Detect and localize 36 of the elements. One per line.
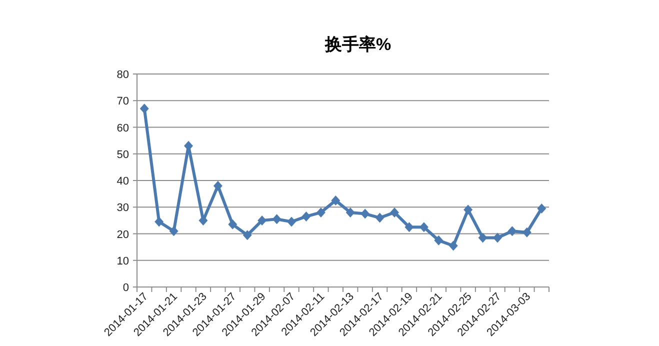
chart-title: 换手率% bbox=[324, 35, 392, 54]
y-tick-label: 70 bbox=[116, 96, 129, 108]
point bbox=[213, 180, 222, 191]
point bbox=[154, 216, 164, 227]
point bbox=[169, 226, 178, 236]
y-tick-label: 30 bbox=[116, 202, 129, 214]
point bbox=[302, 211, 311, 222]
y-tick-label: 10 bbox=[116, 255, 129, 268]
point bbox=[140, 104, 149, 114]
point bbox=[316, 207, 326, 218]
y-tick-label: 40 bbox=[116, 176, 129, 188]
point bbox=[522, 227, 532, 238]
point bbox=[537, 203, 546, 214]
point bbox=[228, 219, 238, 230]
point bbox=[448, 240, 458, 251]
point bbox=[390, 207, 399, 218]
point bbox=[346, 207, 355, 218]
point bbox=[331, 195, 340, 206]
y-tick-label: 0 bbox=[122, 282, 129, 294]
y-tick-label: 80 bbox=[116, 69, 129, 81]
point bbox=[404, 222, 414, 232]
point bbox=[360, 208, 370, 219]
point bbox=[434, 235, 444, 246]
point bbox=[478, 232, 488, 243]
y-tick-label: 20 bbox=[116, 228, 129, 241]
point bbox=[493, 232, 502, 243]
y-tick-label: 50 bbox=[116, 148, 129, 161]
point bbox=[464, 204, 473, 215]
point bbox=[375, 212, 384, 223]
point bbox=[242, 230, 252, 240]
point bbox=[287, 216, 296, 227]
point bbox=[419, 222, 428, 232]
point bbox=[272, 214, 282, 224]
point bbox=[258, 215, 267, 226]
point bbox=[508, 226, 517, 236]
y-tick-label: 60 bbox=[116, 122, 129, 134]
